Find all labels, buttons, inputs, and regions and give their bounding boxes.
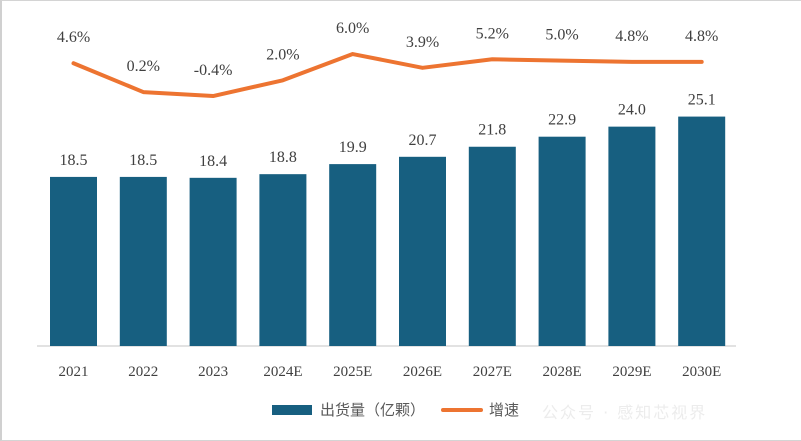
legend-line-swatch [441, 407, 484, 412]
bar-2024E [259, 174, 307, 346]
bar-value-label: 18.4 [199, 153, 227, 170]
legend-bar-label: 出货量（亿颗） [320, 401, 426, 419]
bar-2026E [399, 156, 446, 346]
bar-value-label: 22.9 [548, 112, 576, 129]
growth-value-label: 4.6% [57, 29, 90, 46]
bar-value-label: 19.9 [339, 139, 367, 156]
bar-2023 [189, 177, 237, 346]
bar-value-label: 21.8 [478, 122, 506, 139]
x-tick-label: 2027E [473, 364, 512, 380]
growth-value-label: 5.2% [476, 25, 509, 42]
bar-2022 [119, 176, 167, 346]
x-tick-label: 2024E [263, 364, 302, 380]
bar-2021 [50, 176, 97, 346]
x-tick-label: 2028E [543, 364, 582, 380]
bar-2030E [678, 116, 726, 346]
growth-value-label: 4.8% [615, 28, 648, 45]
legend-line-label: 增速 [489, 401, 520, 419]
x-tick-label: 2022 [128, 364, 158, 380]
legend: 出货量（亿颗） 增速 [272, 399, 519, 420]
growth-value-label: 2.0% [266, 46, 299, 63]
bar-value-label: 18.5 [60, 152, 88, 169]
growth-value-label: 4.8% [685, 28, 718, 45]
x-tick-label: 2021 [59, 364, 89, 380]
bar-value-label: 18.8 [269, 149, 297, 166]
bar-2025E [329, 164, 377, 346]
growth-value-label: 0.2% [127, 58, 160, 75]
growth-value-label: 3.9% [406, 34, 439, 51]
x-tick-label: 2023 [198, 364, 228, 380]
bar-value-label: 25.1 [688, 92, 716, 109]
bar-2027E [468, 146, 516, 346]
x-tick-label: 2029E [612, 364, 651, 380]
growth-value-label: -0.4% [194, 62, 233, 79]
bar-value-label: 20.7 [409, 132, 437, 149]
x-tick-label: 2026E [403, 364, 442, 380]
growth-line [71, 52, 704, 99]
bar-value-label: 24.0 [618, 102, 646, 119]
bar-2029E [608, 126, 656, 346]
bar-value-label: 18.5 [129, 152, 157, 169]
x-tick-label: 2030E [682, 364, 721, 380]
legend-bar-swatch [272, 404, 312, 415]
growth-value-label: 6.0% [336, 20, 369, 37]
watermark: 公众号 · 感知芯视界 [542, 403, 708, 422]
x-tick-label: 2025E [333, 364, 372, 380]
growth-value-label: 5.0% [545, 27, 578, 44]
bar-2028E [538, 136, 586, 346]
